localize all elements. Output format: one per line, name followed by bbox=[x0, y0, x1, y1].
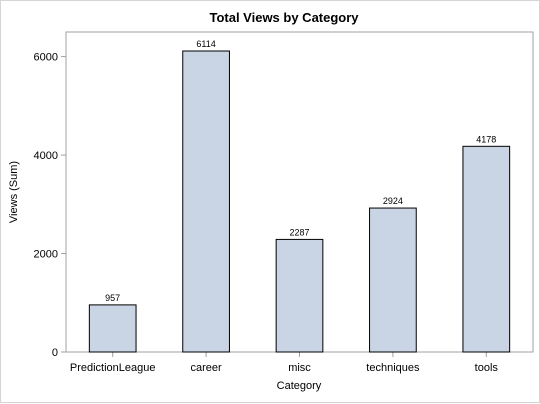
x-tick-label: career bbox=[191, 362, 223, 374]
bar-tools bbox=[462, 145, 511, 353]
y-tick-label: 2000 bbox=[34, 249, 58, 261]
bar-career bbox=[182, 50, 230, 353]
y-tick-label: 4000 bbox=[34, 150, 58, 162]
data-labels-group: 957 6114 2287 2924 4178 bbox=[105, 39, 496, 303]
data-label: 2924 bbox=[383, 196, 403, 206]
data-label: 2287 bbox=[289, 227, 309, 237]
chart-title: Total Views by Category bbox=[209, 10, 359, 25]
x-axis: PredictionLeague career misc techniques tool… bbox=[70, 352, 499, 374]
bar-techniques bbox=[369, 207, 417, 353]
bars-group bbox=[88, 50, 511, 353]
data-label: 6114 bbox=[196, 39, 215, 49]
y-axis: 0 2000 4000 6000 bbox=[34, 52, 66, 359]
y-axis-label: Views (Sum) bbox=[8, 161, 20, 223]
bar-misc bbox=[275, 238, 324, 353]
x-tick-label: techniques bbox=[366, 362, 420, 374]
y-tick-label: 0 bbox=[52, 347, 58, 359]
data-label: 4178 bbox=[476, 134, 496, 144]
x-axis-label: Category bbox=[277, 380, 322, 392]
x-tick-label: tools bbox=[475, 362, 499, 374]
bar-predictionleague bbox=[88, 304, 137, 353]
data-label: 957 bbox=[105, 293, 120, 303]
x-tick-label: PredictionLeague bbox=[70, 362, 156, 374]
y-tick-label: 6000 bbox=[34, 52, 58, 64]
x-tick-label: misc bbox=[288, 362, 311, 374]
